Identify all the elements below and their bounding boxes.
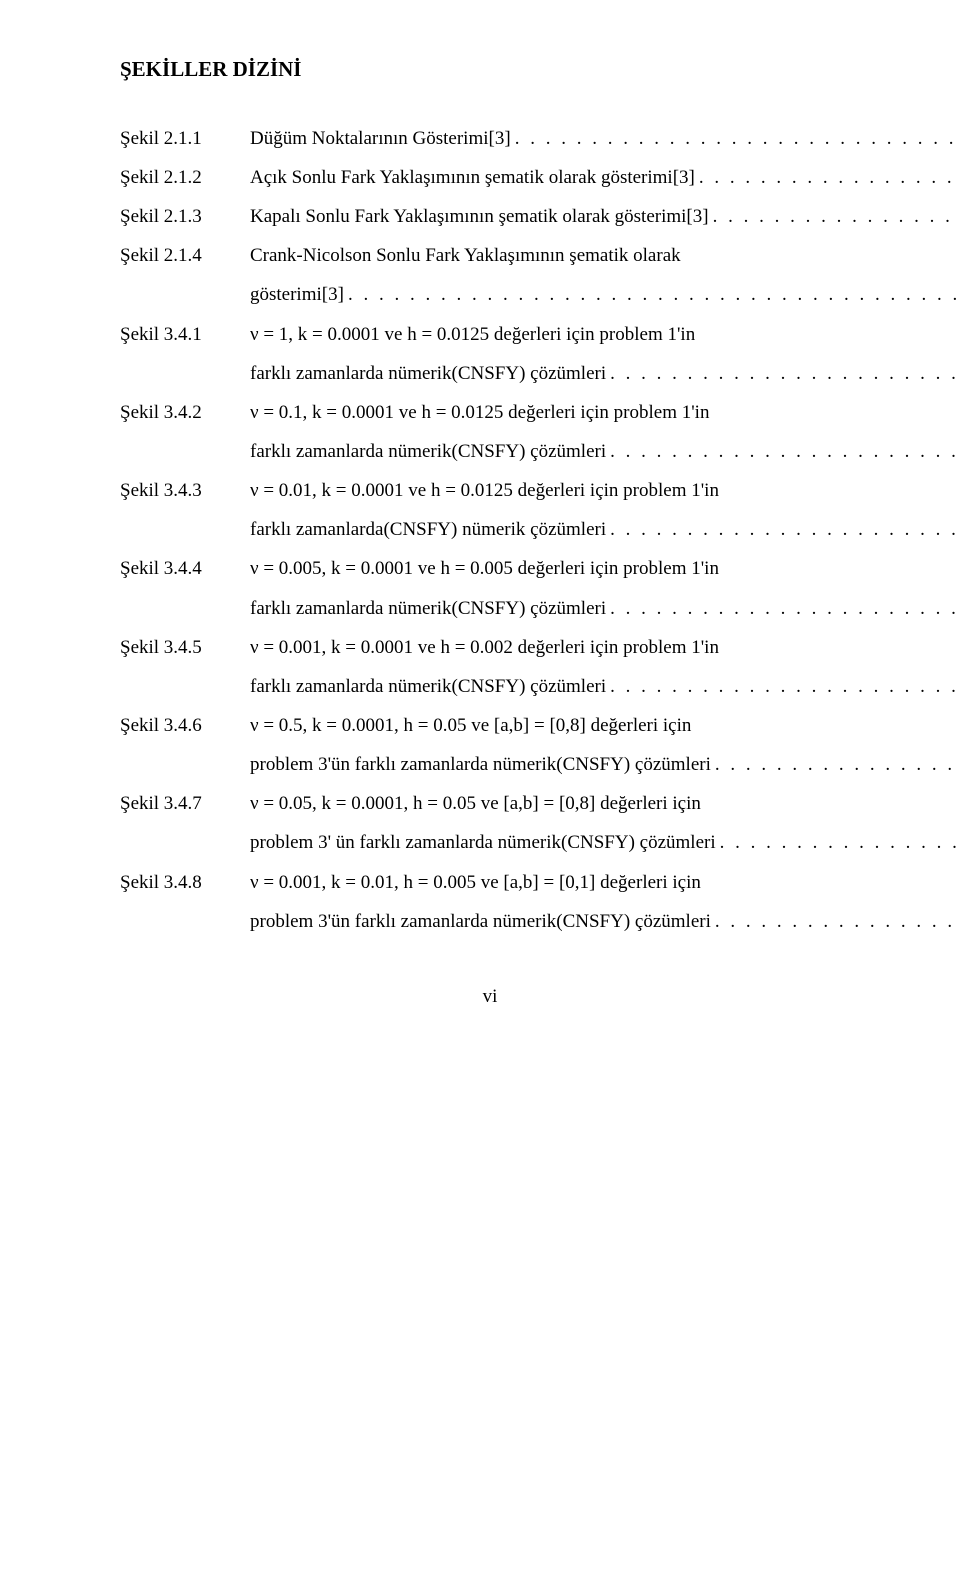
list-item: problem 3' ün farklı zamanlarda nümerik(…: [120, 825, 860, 860]
dot-leaders: . . . . . . . . . . . . . . . . . . . . …: [711, 904, 960, 939]
list-item: gösterimi[3]. . . . . . . . . . . . . . …: [120, 277, 860, 312]
list-item: Şekil 2.1.2Açık Sonlu Fark Yaklaşımının …: [120, 160, 860, 195]
entry-desc: problem 3'ün farklı zamanlarda nümerik(C…: [250, 747, 960, 782]
entry-label: Şekil 3.4.4: [120, 551, 250, 586]
entry-desc: ν = 0.001, k = 0.01, h = 0.005 ve [a,b] …: [250, 865, 860, 900]
entry-text: problem 3'ün farklı zamanlarda nümerik(C…: [250, 747, 711, 782]
entry-desc: ν = 0.001, k = 0.0001 ve h = 0.002 değer…: [250, 630, 860, 665]
entry-text: ν = 1, k = 0.0001 ve h = 0.0125 değerler…: [250, 317, 695, 352]
dot-leaders: . . . . . . . . . . . . . . . . . . . . …: [709, 199, 960, 234]
entry-label: Şekil 2.1.3: [120, 199, 250, 234]
entry-text: Düğüm Noktalarının Gösterimi[3]: [250, 121, 511, 156]
dot-leaders: . . . . . . . . . . . . . . . . . . . . …: [606, 591, 960, 626]
figure-list: Şekil 2.1.1Düğüm Noktalarının Gösterimi[…: [120, 121, 860, 939]
list-item: farklı zamanlarda nümerik(CNSFY) çözümle…: [120, 356, 860, 391]
page-number-footer: vi: [120, 979, 860, 1014]
entry-desc: problem 3'ün farklı zamanlarda nümerik(C…: [250, 904, 960, 939]
entry-text: Açık Sonlu Fark Yaklaşımının şematik ola…: [250, 160, 695, 195]
entry-desc: ν = 0.01, k = 0.0001 ve h = 0.0125 değer…: [250, 473, 860, 508]
entry-text: farklı zamanlarda nümerik(CNSFY) çözümle…: [250, 356, 606, 391]
entry-text: problem 3'ün farklı zamanlarda nümerik(C…: [250, 904, 711, 939]
entry-text: gösterimi[3]: [250, 277, 344, 312]
entry-text: ν = 0.01, k = 0.0001 ve h = 0.0125 değer…: [250, 473, 719, 508]
entry-desc: Düğüm Noktalarının Gösterimi[3]. . . . .…: [250, 121, 960, 156]
list-item: farklı zamanlarda nümerik(CNSFY) çözümle…: [120, 434, 860, 469]
entry-label: Şekil 3.4.6: [120, 708, 250, 743]
entry-label: Şekil 3.4.2: [120, 395, 250, 430]
entry-text: farklı zamanlarda nümerik(CNSFY) çözümle…: [250, 669, 606, 704]
entry-text: ν = 0.5, k = 0.0001, h = 0.05 ve [a,b] =…: [250, 708, 691, 743]
entry-desc: ν = 0.005, k = 0.0001 ve h = 0.005 değer…: [250, 551, 860, 586]
entry-label: Şekil 3.4.7: [120, 786, 250, 821]
list-item: farklı zamanlarda(CNSFY) nümerik çözümle…: [120, 512, 860, 547]
list-item: Şekil 3.4.4ν = 0.005, k = 0.0001 ve h = …: [120, 551, 860, 586]
entry-text: ν = 0.1, k = 0.0001 ve h = 0.0125 değerl…: [250, 395, 709, 430]
entry-text: ν = 0.001, k = 0.01, h = 0.005 ve [a,b] …: [250, 865, 701, 900]
dot-leaders: . . . . . . . . . . . . . . . . . . . . …: [511, 121, 960, 156]
entry-desc: ν = 1, k = 0.0001 ve h = 0.0125 değerler…: [250, 317, 860, 352]
entry-desc: farklı zamanlarda(CNSFY) nümerik çözümle…: [250, 512, 960, 547]
dot-leaders: . . . . . . . . . . . . . . . . . . . . …: [606, 434, 960, 469]
entry-label: Şekil 3.4.3: [120, 473, 250, 508]
list-item: problem 3'ün farklı zamanlarda nümerik(C…: [120, 904, 860, 939]
dot-leaders: . . . . . . . . . . . . . . . . . . . . …: [606, 512, 960, 547]
entry-desc: Crank-Nicolson Sonlu Fark Yaklaşımının ş…: [250, 238, 860, 273]
list-item: Şekil 3.4.7ν = 0.05, k = 0.0001, h = 0.0…: [120, 786, 860, 821]
list-item: Şekil 2.1.1Düğüm Noktalarının Gösterimi[…: [120, 121, 860, 156]
entry-desc: gösterimi[3]. . . . . . . . . . . . . . …: [250, 277, 960, 312]
entry-desc: farklı zamanlarda nümerik(CNSFY) çözümle…: [250, 434, 960, 469]
entry-text: farklı zamanlarda nümerik(CNSFY) çözümle…: [250, 434, 606, 469]
entry-desc: farklı zamanlarda nümerik(CNSFY) çözümle…: [250, 669, 960, 704]
entry-label: Şekil 2.1.2: [120, 160, 250, 195]
entry-label: Şekil 3.4.8: [120, 865, 250, 900]
list-item: Şekil 3.4.5ν = 0.001, k = 0.0001 ve h = …: [120, 630, 860, 665]
dot-leaders: . . . . . . . . . . . . . . . . . . . . …: [716, 825, 960, 860]
entry-label: Şekil 2.1.4: [120, 238, 250, 273]
entry-text: Crank-Nicolson Sonlu Fark Yaklaşımının ş…: [250, 238, 681, 273]
dot-leaders: . . . . . . . . . . . . . . . . . . . . …: [606, 356, 960, 391]
entry-text: ν = 0.05, k = 0.0001, h = 0.05 ve [a,b] …: [250, 786, 701, 821]
dot-leaders: . . . . . . . . . . . . . . . . . . . . …: [344, 277, 960, 312]
list-item: Şekil 3.4.8ν = 0.001, k = 0.01, h = 0.00…: [120, 865, 860, 900]
entry-text: farklı zamanlarda(CNSFY) nümerik çözümle…: [250, 512, 606, 547]
list-item: farklı zamanlarda nümerik(CNSFY) çözümle…: [120, 669, 860, 704]
list-item: farklı zamanlarda nümerik(CNSFY) çözümle…: [120, 591, 860, 626]
list-item: problem 3'ün farklı zamanlarda nümerik(C…: [120, 747, 860, 782]
entry-desc: ν = 0.5, k = 0.0001, h = 0.05 ve [a,b] =…: [250, 708, 860, 743]
list-item: Şekil 3.4.2ν = 0.1, k = 0.0001 ve h = 0.…: [120, 395, 860, 430]
entry-text: Kapalı Sonlu Fark Yaklaşımının şematik o…: [250, 199, 709, 234]
dot-leaders: . . . . . . . . . . . . . . . . . . . . …: [711, 747, 960, 782]
entry-label: Şekil 2.1.1: [120, 121, 250, 156]
dot-leaders: . . . . . . . . . . . . . . . . . . . . …: [695, 160, 960, 195]
entry-desc: ν = 0.1, k = 0.0001 ve h = 0.0125 değerl…: [250, 395, 860, 430]
list-item: Şekil 3.4.3ν = 0.01, k = 0.0001 ve h = 0…: [120, 473, 860, 508]
page-title: ŞEKİLLER DİZİNİ: [120, 50, 860, 89]
list-item: Şekil 3.4.6ν = 0.5, k = 0.0001, h = 0.05…: [120, 708, 860, 743]
entry-desc: farklı zamanlarda nümerik(CNSFY) çözümle…: [250, 591, 960, 626]
entry-text: farklı zamanlarda nümerik(CNSFY) çözümle…: [250, 591, 606, 626]
entry-desc: problem 3' ün farklı zamanlarda nümerik(…: [250, 825, 960, 860]
entry-desc: farklı zamanlarda nümerik(CNSFY) çözümle…: [250, 356, 960, 391]
entry-desc: Açık Sonlu Fark Yaklaşımının şematik ola…: [250, 160, 960, 195]
list-item: Şekil 2.1.3Kapalı Sonlu Fark Yaklaşımını…: [120, 199, 860, 234]
entry-label: Şekil 3.4.1: [120, 317, 250, 352]
dot-leaders: . . . . . . . . . . . . . . . . . . . . …: [606, 669, 960, 704]
list-item: Şekil 2.1.4Crank-Nicolson Sonlu Fark Yak…: [120, 238, 860, 273]
entry-text: problem 3' ün farklı zamanlarda nümerik(…: [250, 825, 716, 860]
entry-label: Şekil 3.4.5: [120, 630, 250, 665]
entry-text: ν = 0.005, k = 0.0001 ve h = 0.005 değer…: [250, 551, 719, 586]
entry-desc: ν = 0.05, k = 0.0001, h = 0.05 ve [a,b] …: [250, 786, 860, 821]
entry-text: ν = 0.001, k = 0.0001 ve h = 0.002 değer…: [250, 630, 719, 665]
entry-desc: Kapalı Sonlu Fark Yaklaşımının şematik o…: [250, 199, 960, 234]
list-item: Şekil 3.4.1ν = 1, k = 0.0001 ve h = 0.01…: [120, 317, 860, 352]
